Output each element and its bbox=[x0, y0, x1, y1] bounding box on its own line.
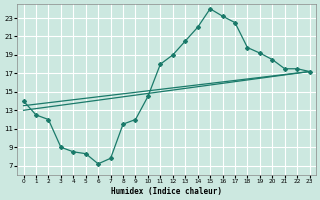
X-axis label: Humidex (Indice chaleur): Humidex (Indice chaleur) bbox=[111, 187, 222, 196]
